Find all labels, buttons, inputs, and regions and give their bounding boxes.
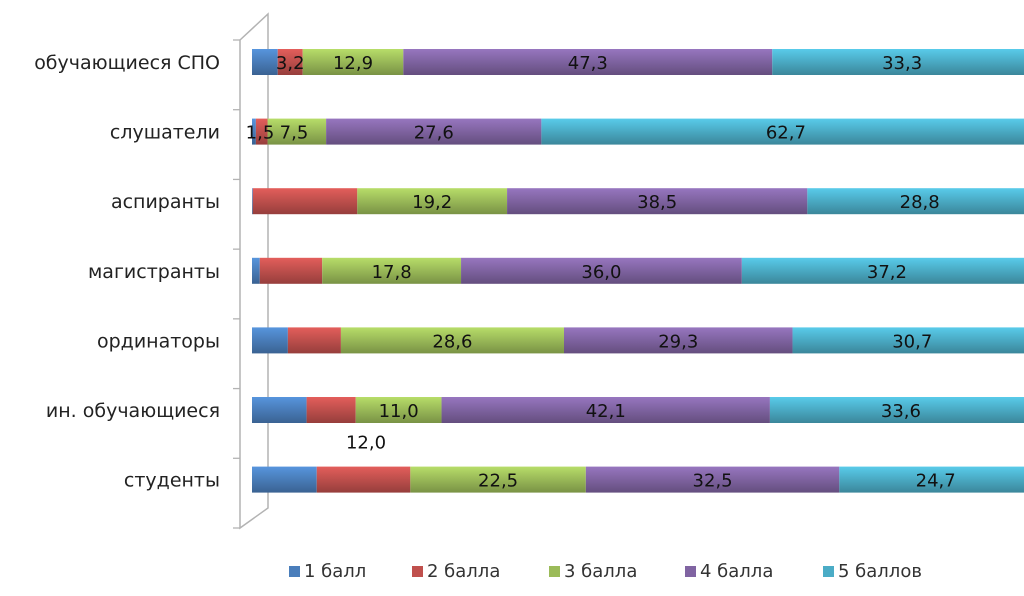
category-label: аспиранты [111,191,220,213]
bar-segment [441,397,770,423]
bar-segment [410,466,586,493]
category-label: слушатели [110,122,220,144]
data-label: 32,5 [693,471,733,492]
bar-segment [316,466,411,493]
data-label: 1,5 [246,123,275,144]
bar-segment [322,257,462,284]
data-label: 12,9 [333,53,373,74]
data-label: 33,6 [881,401,921,422]
data-label: 28,8 [900,192,940,213]
bar-segment [403,49,773,75]
category-label: ординаторы [97,330,220,352]
data-label: 7,5 [280,123,309,144]
data-label: 22,5 [478,471,518,492]
bar-segment [772,49,1024,75]
bar-segment [507,188,808,215]
bar-segment [252,188,358,215]
axis-wall [233,12,269,530]
legend-swatch [289,566,300,577]
category-label: обучающиеся СПО [34,52,220,74]
bar-segment [302,49,404,75]
bars-area [252,49,1024,493]
axis-wall-outline [239,12,269,530]
bar-segment [564,327,793,354]
bar-segment [252,49,278,75]
bar-segment [792,327,1024,354]
bar-segment [267,118,327,145]
data-label: 42,1 [586,401,626,422]
data-label: 33,3 [882,53,922,74]
legend-item: 5 баллов [823,561,922,582]
data-label: 36,0 [581,262,621,283]
data-label: 12,0 [346,433,386,454]
bar-segment [277,49,303,75]
data-label: 19,2 [412,192,452,213]
bar-segment [541,118,1024,145]
legend-label: 5 баллов [838,561,922,582]
legend-swatch [685,566,696,577]
bar-segment [340,327,564,354]
bar-segment [461,257,742,284]
data-label: 27,6 [414,123,454,144]
legend-item: 4 балла [685,561,773,582]
legend-swatch [412,566,423,577]
bar-segment [585,466,840,493]
bar-segment [252,118,256,145]
bar-segment [252,327,288,354]
category-label: студенты [124,470,220,492]
data-label: 3,2 [276,53,305,74]
legend-item: 3 балла [549,561,637,582]
data-label: 47,3 [568,53,608,74]
bar-segment [287,327,341,354]
bar-segment [839,466,1024,493]
legend-label: 1 балл [304,561,366,582]
legend-swatch [823,566,834,577]
legend-swatch [549,566,560,577]
data-label: 11,0 [379,401,419,422]
data-label: 17,8 [372,262,412,283]
category-labels: обучающиеся СПО 3,2 12,9 47,3 33,3 слушатели 1… [34,52,956,492]
legend: 1 балл 2 балла 3 балла 4 балла 5 баллов [289,561,922,582]
bar-segment [259,257,323,284]
legend-label: 2 балла [427,561,500,582]
bar-segment [255,118,268,145]
category-label: ин. обучающиеся [46,400,220,422]
data-label: 37,2 [867,262,907,283]
data-label: 38,5 [637,192,677,213]
data-label: 29,3 [658,331,698,352]
legend-label: 3 балла [564,561,637,582]
legend-item: 1 балл [289,561,366,582]
data-label: 28,6 [432,331,472,352]
bar-segment [769,397,1024,423]
bar-segment [252,466,317,493]
legend-item: 2 балла [412,561,500,582]
legend-label: 4 балла [700,561,773,582]
bar-segment [807,188,1024,215]
data-label: 30,7 [892,331,932,352]
data-label: 62,7 [766,123,806,144]
bar-segment [326,118,542,145]
data-label: 24,7 [916,471,956,492]
bar-segment [252,257,260,284]
bar-segment [306,397,356,423]
bar-segment [252,188,253,215]
bar-segment [252,397,307,423]
bar-segment [355,397,442,423]
category-label: магистранты [88,261,220,283]
bar-segment [357,188,508,215]
bar-segment [741,257,1024,284]
